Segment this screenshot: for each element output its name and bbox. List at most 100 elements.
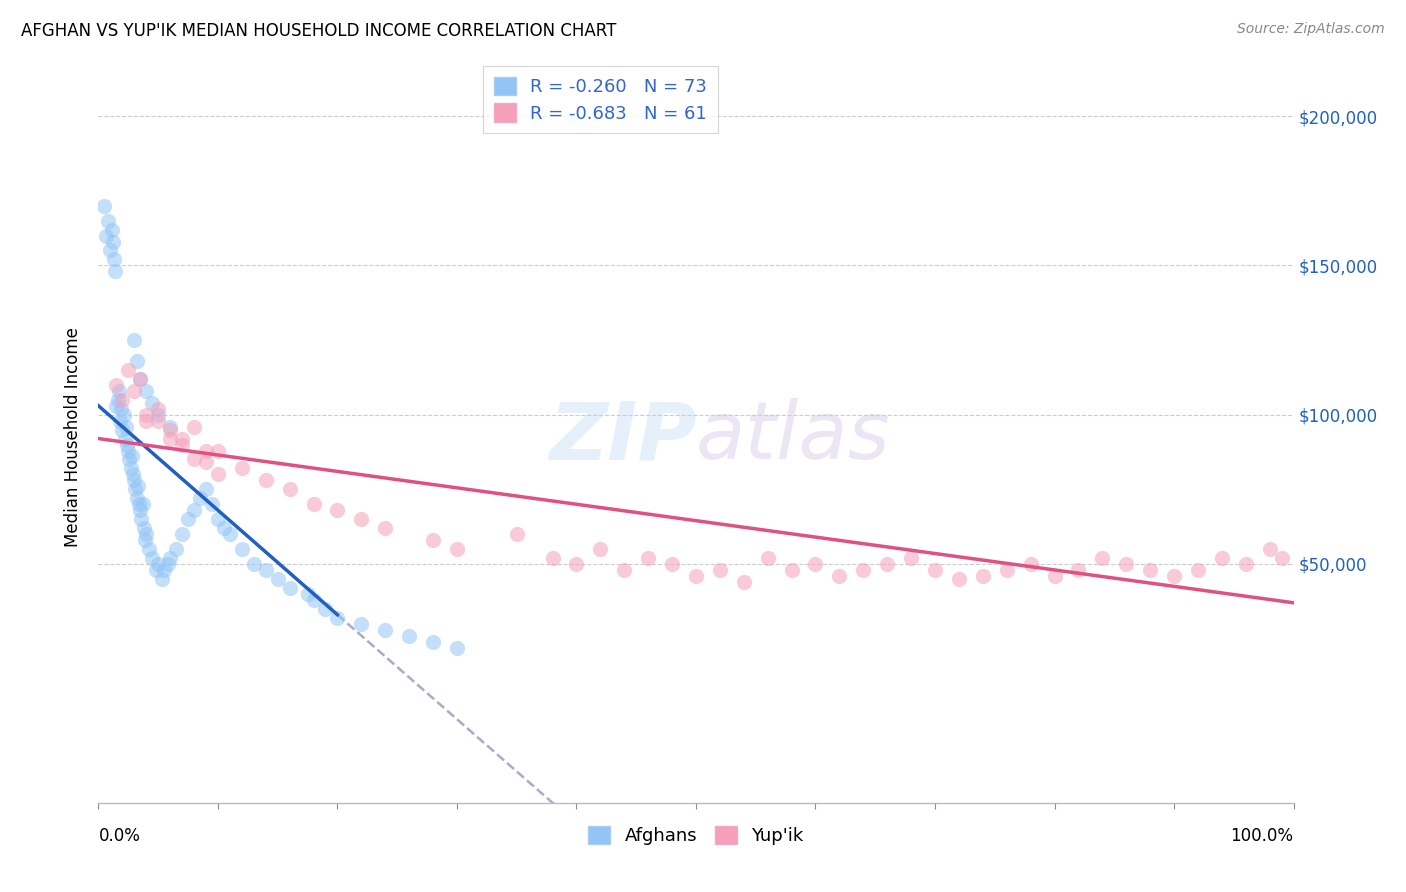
Point (121, 450, 143, 464)
Point (422, 533, 444, 547)
Point (105, 377, 128, 392)
Point (165, 542, 187, 557)
Point (780, 563, 803, 577)
Point (398, 629, 420, 643)
Point (117, 443, 139, 458)
Point (135, 408, 157, 422)
Point (1258, 542, 1281, 557)
Text: atlas: atlas (696, 398, 891, 476)
Point (637, 551, 659, 566)
Point (172, 437, 194, 451)
Point (1163, 569, 1185, 583)
Point (326, 610, 349, 624)
Point (1234, 557, 1257, 571)
Point (446, 542, 468, 557)
Point (105, 399, 128, 413)
Point (159, 419, 181, 434)
Point (112, 408, 135, 422)
Point (183, 452, 205, 467)
Text: 100.0%: 100.0% (1230, 827, 1294, 845)
Point (900, 551, 922, 566)
Point (1091, 551, 1114, 566)
Point (1187, 563, 1209, 577)
Point (172, 527, 194, 541)
Point (207, 467, 229, 482)
Point (97, 213, 120, 227)
Point (177, 512, 200, 526)
Point (141, 396, 163, 410)
Point (201, 497, 224, 511)
Point (132, 521, 155, 535)
Point (302, 497, 325, 511)
Point (124, 333, 146, 347)
Point (207, 512, 229, 526)
Text: ZIP: ZIP (548, 398, 696, 476)
Point (141, 551, 163, 566)
Point (128, 497, 150, 511)
Text: 0.0%: 0.0% (98, 827, 141, 845)
Point (135, 384, 157, 398)
Point (159, 551, 181, 566)
Point (108, 414, 131, 428)
Point (422, 634, 444, 648)
Point (148, 401, 170, 416)
Point (207, 443, 229, 458)
Point (153, 563, 176, 577)
Point (995, 563, 1018, 577)
Point (565, 557, 588, 571)
Point (1271, 551, 1294, 566)
Point (212, 521, 235, 535)
Point (278, 581, 301, 595)
Point (254, 474, 277, 488)
Point (129, 503, 152, 517)
Point (127, 479, 149, 493)
Point (129, 372, 152, 386)
Point (115, 419, 138, 434)
Point (1043, 569, 1066, 583)
Point (138, 542, 160, 557)
Point (1067, 563, 1090, 577)
Point (148, 408, 170, 422)
Point (93, 199, 115, 213)
Point (685, 569, 707, 583)
Point (183, 419, 205, 434)
Point (828, 569, 851, 583)
Point (103, 252, 125, 267)
Point (156, 557, 179, 571)
Point (131, 512, 153, 526)
Point (117, 363, 139, 377)
Point (613, 563, 636, 577)
Point (148, 414, 170, 428)
Point (101, 235, 124, 249)
Point (876, 557, 898, 571)
Point (134, 533, 156, 547)
Point (100, 222, 122, 236)
Point (110, 401, 132, 416)
Y-axis label: Median Household Income: Median Household Income (65, 327, 83, 547)
Point (231, 542, 253, 557)
Point (114, 432, 136, 446)
Point (219, 527, 242, 541)
Point (115, 437, 138, 451)
Point (924, 563, 946, 577)
Point (1115, 557, 1137, 571)
Point (315, 601, 337, 615)
Point (852, 563, 875, 577)
Point (374, 623, 396, 637)
Point (172, 432, 194, 446)
Point (122, 467, 145, 482)
Point (709, 563, 731, 577)
Point (120, 461, 142, 475)
Point (541, 551, 564, 566)
Point (129, 372, 152, 386)
Point (661, 557, 683, 571)
Point (107, 384, 129, 398)
Point (188, 491, 211, 506)
Point (107, 392, 129, 407)
Point (374, 521, 396, 535)
Point (135, 527, 157, 541)
Point (1019, 557, 1042, 571)
Point (326, 503, 349, 517)
Point (243, 557, 266, 571)
Point (254, 563, 277, 577)
